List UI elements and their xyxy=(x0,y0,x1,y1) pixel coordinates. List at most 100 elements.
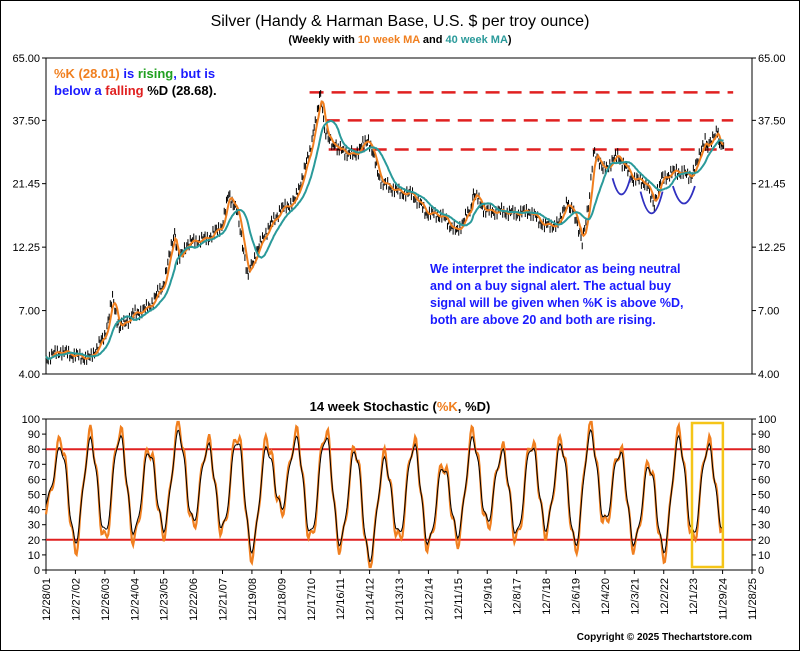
upper-axis-ticks: 4.00 4.00 7.00 7.00 12.25 12.25 21.45 21.45 37.5… xyxy=(12,53,785,381)
chart-subtitle: (Weekly with 10 week MA and 40 week MA) xyxy=(288,34,512,46)
upper-left-tick-label: 4.00 xyxy=(19,369,40,381)
lower-left-tick-label: 70 xyxy=(28,459,40,471)
lower-plot-area xyxy=(45,418,753,571)
x-tick-label: 12/28/01 xyxy=(41,578,53,621)
x-tick-label: 12/3/21 xyxy=(629,578,641,615)
upper-plot-area xyxy=(45,57,753,375)
x-tick-label: 12/13/13 xyxy=(394,578,406,621)
x-tick-label: 12/4/20 xyxy=(600,578,612,615)
status-k-value: %K (28.01) xyxy=(54,66,120,81)
status-is: is xyxy=(120,66,138,81)
subtitle-ma10: 10 week MA xyxy=(358,34,420,46)
status-below: below a xyxy=(54,83,105,98)
note-line-3: signal will be given when %K is above %D… xyxy=(430,296,684,310)
subtitle-ma40: 40 week MA xyxy=(446,34,508,46)
pattern-arc xyxy=(672,185,696,205)
x-tick-label: 12/12/14 xyxy=(423,578,435,621)
status-d-value: %D (28.68). xyxy=(144,83,217,98)
lower-left-tick-label: 40 xyxy=(28,505,40,517)
subtitle-and: and xyxy=(420,34,446,46)
lower-right-tick-label: 30 xyxy=(758,520,770,532)
x-tick-label: 12/9/16 xyxy=(482,578,494,615)
x-tick-label: 11/29/24 xyxy=(718,578,730,620)
lower-left-tick-label: 80 xyxy=(28,444,40,456)
note-line-4: both are above 20 and both are rising. xyxy=(430,313,656,327)
pattern-arc xyxy=(611,178,632,196)
x-tick-label: 12/27/02 xyxy=(70,578,82,621)
x-tick-label: 12/7/18 xyxy=(541,578,553,615)
upper-left-tick-label: 37.50 xyxy=(12,115,40,127)
upper-left-tick-label: 12.25 xyxy=(12,242,40,254)
lower-right-tick-label: 100 xyxy=(758,414,776,426)
status-rising: rising xyxy=(138,66,173,81)
x-tick-label: 11/28/25 xyxy=(747,578,759,620)
x-tick-label: 12/18/09 xyxy=(276,578,288,621)
lower-left-tick-label: 90 xyxy=(28,429,40,441)
upper-right-tick-label: 65.00 xyxy=(758,53,786,65)
status-falling: falling xyxy=(105,83,143,98)
indicator-status-line2: below a falling %D (28.68). xyxy=(54,83,217,98)
lower-left-tick-label: 50 xyxy=(28,490,40,502)
lower-right-tick-label: 10 xyxy=(758,550,770,562)
stoch-d-line xyxy=(45,428,723,563)
upper-right-tick-label: 21.45 xyxy=(758,179,786,191)
stochastic-title: 14 week Stochastic (%K, %D) xyxy=(310,399,491,414)
stoch-title-d: %D xyxy=(465,399,486,414)
upper-left-tick-label: 21.45 xyxy=(12,179,40,191)
lower-right-tick-label: 70 xyxy=(758,459,770,471)
x-tick-label: 12/23/05 xyxy=(159,578,171,621)
x-tick-label: 12/1/23 xyxy=(688,578,700,615)
stoch-title-k: %K xyxy=(437,399,459,414)
lower-left-tick-label: 30 xyxy=(28,520,40,532)
pattern-arc xyxy=(639,191,664,215)
stoch-title-sep: , xyxy=(458,399,465,414)
lower-left-tick-label: 10 xyxy=(28,550,40,562)
lower-right-tick-label: 20 xyxy=(758,535,770,547)
lower-right-tick-label: 0 xyxy=(758,565,764,577)
interpretation-note: We interpret the indicator as being neut… xyxy=(430,262,684,327)
upper-left-tick-label: 7.00 xyxy=(19,306,40,318)
x-tick-label: 12/22/06 xyxy=(188,578,200,621)
lower-right-tick-label: 80 xyxy=(758,444,770,456)
upper-right-tick-label: 4.00 xyxy=(758,369,779,381)
upper-right-tick-label: 7.00 xyxy=(758,306,779,318)
lower-axis-ticks: 0 0 10 10 20 20 30 30 40 40 50 50 60 60 70 70 80 80 90 90 10… xyxy=(22,414,777,621)
lower-left-tick-label: 60 xyxy=(28,474,40,486)
stoch-title-prefix: 14 week Stochastic ( xyxy=(310,399,438,414)
recent-highlight-box xyxy=(690,421,725,569)
lower-series xyxy=(44,420,752,569)
lower-right-tick-label: 60 xyxy=(758,474,770,486)
lower-right-tick-label: 90 xyxy=(758,429,770,441)
x-tick-label: 12/14/12 xyxy=(365,578,377,621)
copyright-text: Copyright © 2025 Thechartstore.com xyxy=(577,632,752,643)
status-but: , but is xyxy=(173,66,215,81)
stoch-title-suffix: ) xyxy=(486,399,490,414)
lower-right-tick-label: 50 xyxy=(758,490,770,502)
x-tick-label: 12/19/08 xyxy=(247,578,259,621)
x-tick-label: 12/26/03 xyxy=(100,578,112,621)
lower-left-tick-label: 20 xyxy=(28,535,40,547)
upper-right-tick-label: 37.50 xyxy=(758,115,786,127)
x-tick-label: 12/24/04 xyxy=(129,578,141,621)
x-tick-label: 12/17/10 xyxy=(306,578,318,621)
lower-left-tick-label: 100 xyxy=(22,414,40,426)
ma40-line xyxy=(45,119,724,361)
x-tick-label: 12/8/17 xyxy=(512,578,524,615)
x-tick-label: 12/6/19 xyxy=(571,578,583,615)
x-tick-label: 12/21/07 xyxy=(218,578,230,621)
note-line-2: and on a buy signal alert. The actual bu… xyxy=(430,279,671,293)
upper-right-tick-label: 12.25 xyxy=(758,242,786,254)
upper-series xyxy=(45,90,734,365)
subtitle-prefix: (Weekly with xyxy=(288,34,357,46)
x-tick-label: 12/2/22 xyxy=(659,578,671,615)
x-tick-label: 12/16/11 xyxy=(335,578,347,620)
chart-title: Silver (Handy & Harman Base, U.S. $ per … xyxy=(211,13,590,30)
subtitle-suffix: ) xyxy=(508,34,512,46)
x-tick-label: 12/11/15 xyxy=(453,578,465,620)
indicator-status-line1: %K (28.01) is rising, but is xyxy=(54,66,215,81)
lower-left-tick-label: 0 xyxy=(34,565,40,577)
lower-right-tick-label: 40 xyxy=(758,505,770,517)
upper-left-tick-label: 65.00 xyxy=(12,53,40,65)
note-line-1: We interpret the indicator as being neut… xyxy=(430,262,681,276)
